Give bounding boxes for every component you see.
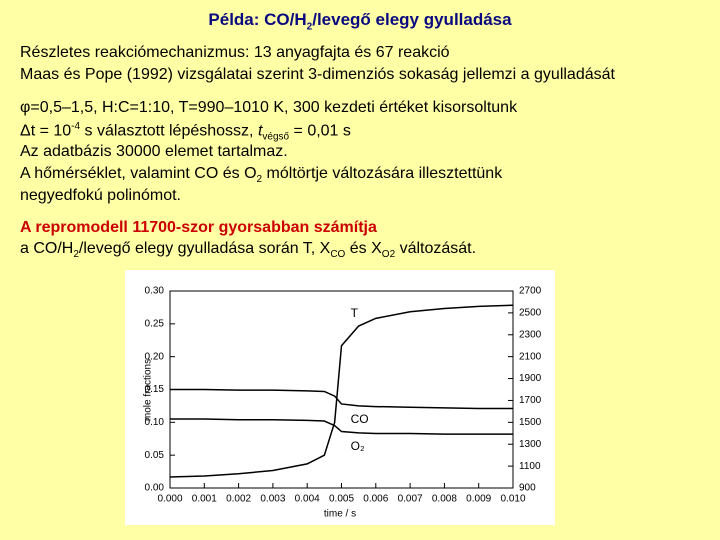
x-tick-label: 0.007 — [398, 494, 423, 505]
title-text: Példa: CO/H — [208, 10, 307, 29]
text-line: Részletes reakciómechanizmus: 13 anyagfa… — [20, 44, 450, 62]
series-label: CO — [351, 412, 369, 426]
text: A repromodell 11700-szor gyorsabban szám… — [20, 219, 377, 236]
text: t — [257, 122, 263, 140]
x-tick-label: 0.002 — [226, 494, 251, 505]
series-line — [169, 304, 514, 478]
text: = 0,01 s — [289, 122, 351, 140]
y2-tick-label: 1300 — [519, 439, 542, 450]
series-line — [170, 388, 513, 410]
text: változását. — [395, 240, 477, 257]
x-tick-label: 0.003 — [260, 494, 285, 505]
y2-tick-label: 2300 — [519, 329, 542, 340]
chart-background — [125, 270, 555, 525]
sup: -4 — [71, 121, 81, 132]
text: a CO/H — [20, 240, 74, 257]
text: φ=0,5–1,5, H:C=1:10, T=990–1010 K, 300 k… — [20, 99, 518, 116]
y2-tick-label: 1700 — [519, 395, 542, 406]
text-line: φ=0,5–1,5, H:C=1:10, T=990–1010 K, 300 k… — [20, 99, 517, 117]
y-tick-label: 0.10 — [145, 417, 165, 428]
y2-tick-label: 900 — [519, 483, 536, 494]
y2-tick-label: 2100 — [519, 351, 542, 362]
y-axis-label: mole fractions — [143, 359, 154, 421]
text-line: Maas és Pope (1992) vizsgálatai szerint … — [20, 66, 615, 84]
text: Az adatbázis 30000 elemet tartalmaz. — [20, 143, 288, 160]
text: negyedfokú polinómot. — [20, 187, 181, 204]
y-tick-label: 0.30 — [145, 286, 165, 297]
text: Δt = 10 — [20, 122, 72, 140]
text: A hőmérséklet, valamint CO és O — [20, 165, 257, 182]
x-tick-label: 0.010 — [500, 494, 525, 505]
y-tick-label: 0.20 — [145, 351, 165, 362]
x-tick-label: 0.004 — [295, 494, 320, 505]
x-tick-label: 0.001 — [192, 494, 217, 505]
y-tick-label: 0.25 — [145, 318, 165, 329]
text: móltörtje változására illesztettünk — [262, 165, 503, 182]
sub: végső — [262, 131, 290, 143]
text-line: Δt = 10-4 s választott lépéshossz, tvégs… — [20, 121, 351, 143]
y-tick-label: 0.15 — [145, 384, 165, 395]
x-tick-label: 0.008 — [432, 494, 457, 505]
x-tick-label: 0.006 — [363, 494, 388, 505]
text-line: Az adatbázis 30000 elemet tartalmaz. — [20, 143, 288, 161]
text-line: a CO/H2/levegő elegy gyulladása során T,… — [20, 240, 476, 260]
text: s választott lépéshossz, — [80, 122, 258, 140]
title-sub: 2 — [306, 21, 313, 33]
sub: 2 — [256, 174, 263, 186]
series-line — [170, 418, 513, 435]
text: és X — [345, 240, 382, 257]
x-tick-label: 0.005 — [329, 494, 354, 505]
text: /levegő elegy gyulladása során T, X — [78, 240, 331, 257]
title-text: /levegő elegy gyulladása — [312, 10, 512, 29]
y2-tick-label: 2500 — [519, 308, 542, 319]
y-tick-label: 0.05 — [145, 450, 165, 461]
text-line: negyedfokú polinómot. — [20, 187, 181, 205]
y-tick-label: 0.00 — [145, 483, 165, 494]
x-tick-label: 0.000 — [157, 494, 182, 505]
series-label: O₂ — [351, 439, 365, 453]
series-label: T — [351, 306, 359, 320]
title: Példa: CO/H2/levegő elegy gyulladása — [0, 10, 720, 32]
x-tick-label: 0.009 — [466, 494, 491, 505]
y2-tick-label: 1100 — [519, 461, 541, 472]
x-axis-label: time / s — [324, 509, 356, 520]
y2-tick-label: 1900 — [519, 373, 542, 384]
y2-tick-label: 2700 — [519, 286, 542, 297]
sub: CO — [330, 249, 346, 261]
text-line: A hőmérséklet, valamint CO és O2 móltört… — [20, 165, 502, 185]
text-line: A repromodell 11700-szor gyorsabban szám… — [20, 219, 377, 237]
text: Maas és Pope (1992) vizsgálatai szerint … — [20, 66, 615, 83]
y2-tick-label: 1500 — [519, 417, 542, 428]
sub: O2 — [381, 249, 396, 261]
text: Részletes reakciómechanizmus: 13 anyagfa… — [20, 44, 450, 61]
sub: 2 — [73, 249, 79, 261]
